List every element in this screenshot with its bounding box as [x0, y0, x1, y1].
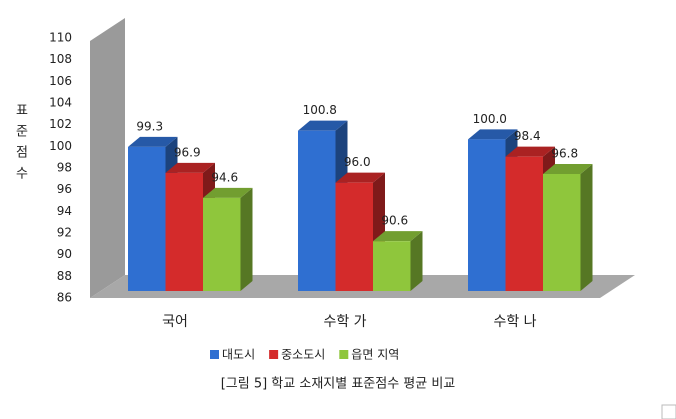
bar: [335, 182, 373, 291]
bar: [298, 130, 336, 291]
bar: [128, 146, 166, 291]
legend-label: 대도시: [222, 348, 255, 362]
y-tick-label: 90: [57, 247, 72, 261]
y-tick-label: 86: [57, 291, 72, 305]
bar-top: [165, 162, 215, 173]
x-tick-label: 국어: [162, 314, 188, 330]
caption: [그림 5] 학교 소재지별 표준점수 평균 비교: [221, 377, 456, 392]
value-label: 96.8: [551, 147, 578, 161]
y-tick-label: 110: [49, 31, 72, 45]
bar-top: [468, 129, 518, 140]
y-tick-label: 100: [49, 139, 72, 153]
bar-top: [543, 164, 593, 174]
value-label: 100.0: [473, 112, 507, 126]
bar-top: [203, 187, 253, 198]
corner-box: [661, 404, 676, 419]
y-tick-label: 108: [49, 52, 72, 66]
bar-top: [505, 146, 555, 157]
value-label: 96.9: [174, 145, 201, 159]
bar: [505, 156, 543, 291]
bar-top: [335, 172, 385, 183]
bar: [165, 172, 203, 291]
y-axis-label: 표준점수: [13, 103, 28, 187]
y-tick-label: 94: [57, 204, 72, 218]
legend-label: 중소도시: [281, 348, 325, 362]
value-label: 100.8: [303, 103, 337, 117]
bar-side: [580, 164, 593, 291]
legend-swatch: [269, 350, 279, 359]
bar-top: [128, 136, 178, 147]
bar: [373, 241, 411, 291]
value-label: 94.6: [211, 170, 238, 184]
y-tick-label: 92: [57, 226, 72, 240]
bar-top: [298, 120, 348, 131]
y-tick-label: 106: [49, 74, 72, 88]
bar-side: [410, 231, 423, 291]
legend-swatch: [339, 350, 349, 359]
y-tick-label: 98: [57, 161, 72, 175]
y-tick-label: 88: [57, 269, 72, 283]
value-label: 96.0: [344, 155, 371, 169]
value-label: 98.4: [514, 129, 541, 143]
legend-label: 읍면 지역: [351, 348, 399, 362]
bar-side: [240, 187, 253, 291]
y-tick-label: 104: [49, 96, 72, 110]
bar: [203, 197, 241, 291]
legend-swatch: [210, 350, 219, 359]
x-tick-label: 수학 가: [323, 314, 366, 330]
y-tick-label: 102: [49, 117, 72, 131]
side-wall: [90, 18, 125, 298]
x-tick-label: 수학 나: [493, 314, 536, 330]
bar: [543, 174, 581, 291]
bar-top: [373, 231, 423, 242]
y-tick-label: 96: [57, 182, 72, 196]
value-label: 90.6: [381, 214, 408, 228]
bar: [468, 139, 506, 291]
value-label: 99.3: [136, 119, 163, 133]
